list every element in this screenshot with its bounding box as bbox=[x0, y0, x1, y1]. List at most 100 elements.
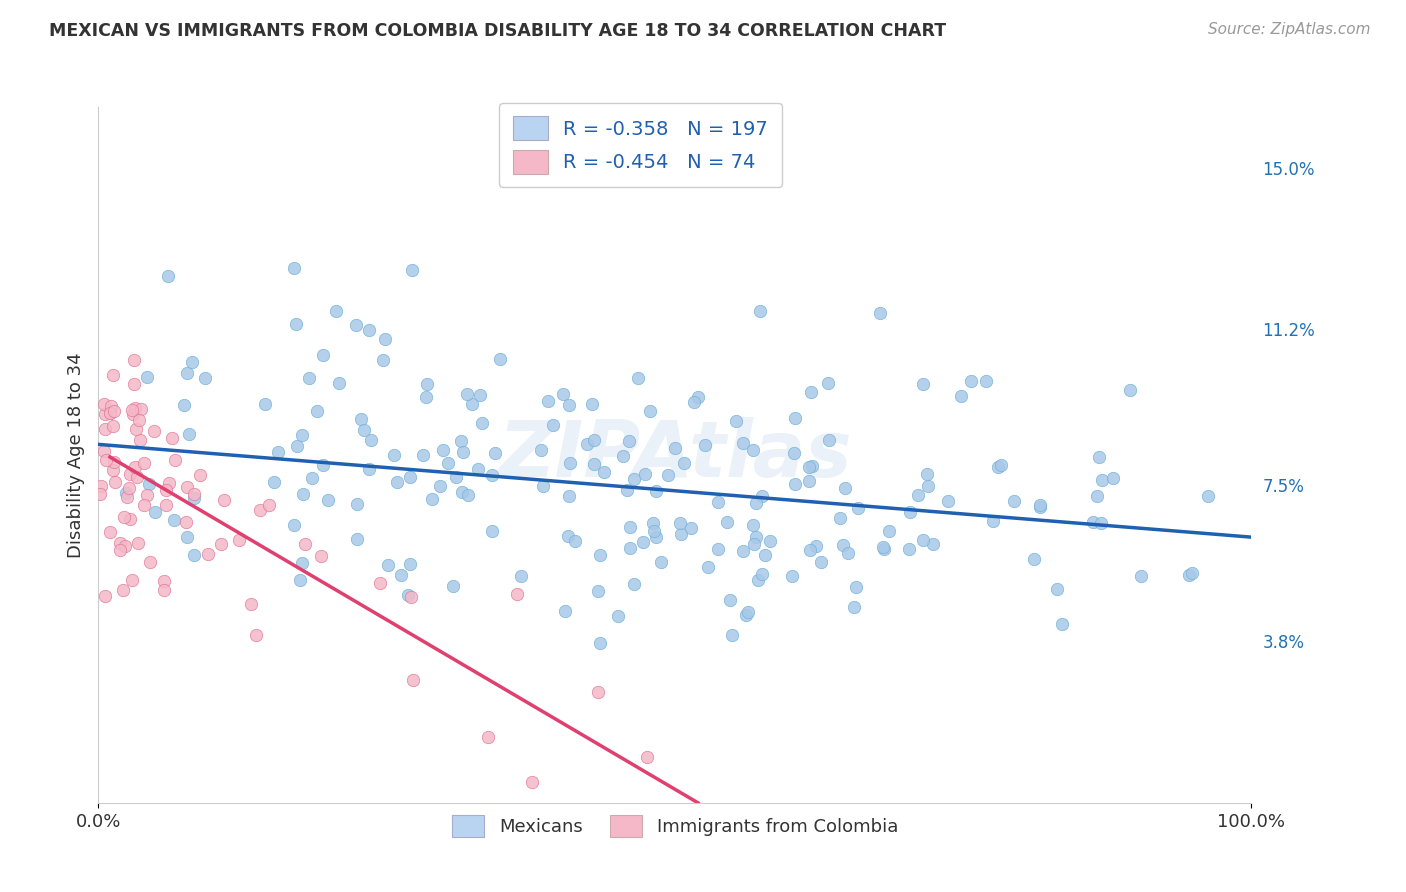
Point bbox=[557, 528, 579, 542]
Point bbox=[627, 370, 650, 384]
Point bbox=[298, 370, 321, 384]
Point bbox=[783, 411, 806, 425]
Point bbox=[134, 498, 156, 512]
Point bbox=[429, 479, 451, 493]
Point bbox=[176, 366, 198, 380]
Point bbox=[869, 306, 891, 320]
Point bbox=[586, 685, 609, 699]
Point bbox=[558, 490, 581, 504]
Point bbox=[94, 589, 117, 603]
Point bbox=[136, 370, 159, 384]
Point bbox=[742, 517, 765, 532]
Point bbox=[735, 607, 758, 622]
Point bbox=[638, 403, 661, 417]
Point bbox=[872, 540, 894, 554]
Point bbox=[301, 471, 323, 485]
Point bbox=[804, 539, 827, 553]
Text: 3.8%: 3.8% bbox=[1263, 633, 1305, 651]
Point bbox=[950, 389, 973, 403]
Point bbox=[582, 457, 605, 471]
Point bbox=[346, 533, 368, 547]
Point bbox=[936, 494, 959, 508]
Text: MEXICAN VS IMMIGRANTS FROM COLOMBIA DISABILITY AGE 18 TO 34 CORRELATION CHART: MEXICAN VS IMMIGRANTS FROM COLOMBIA DISA… bbox=[49, 22, 946, 40]
Point bbox=[121, 403, 143, 417]
Point bbox=[558, 456, 581, 470]
Point bbox=[641, 516, 664, 530]
Point bbox=[163, 453, 186, 467]
Point bbox=[643, 524, 665, 538]
Point bbox=[309, 549, 332, 563]
Point bbox=[94, 407, 117, 421]
Point bbox=[686, 390, 709, 404]
Point bbox=[619, 520, 641, 534]
Point bbox=[471, 417, 494, 431]
Point bbox=[741, 442, 763, 457]
Point bbox=[312, 348, 335, 362]
Point bbox=[124, 459, 146, 474]
Point bbox=[125, 422, 148, 436]
Point bbox=[368, 575, 391, 590]
Point bbox=[751, 489, 773, 503]
Point bbox=[346, 318, 368, 332]
Point bbox=[696, 560, 718, 574]
Point bbox=[631, 534, 654, 549]
Point bbox=[284, 317, 307, 331]
Text: ZIPAtlas: ZIPAtlas bbox=[498, 417, 852, 493]
Point bbox=[551, 386, 574, 401]
Point bbox=[101, 418, 124, 433]
Point bbox=[132, 456, 155, 470]
Point bbox=[114, 486, 136, 500]
Point bbox=[1050, 617, 1073, 632]
Point bbox=[617, 434, 640, 448]
Point bbox=[157, 475, 180, 490]
Point bbox=[399, 558, 422, 572]
Point bbox=[90, 479, 112, 493]
Text: Source: ZipAtlas.com: Source: ZipAtlas.com bbox=[1208, 22, 1371, 37]
Point bbox=[290, 556, 312, 570]
Point bbox=[619, 541, 641, 555]
Point bbox=[94, 453, 117, 467]
Point bbox=[669, 527, 692, 541]
Point bbox=[112, 582, 135, 597]
Point bbox=[477, 730, 499, 744]
Legend: Mexicans, Immigrants from Colombia: Mexicans, Immigrants from Colombia bbox=[443, 805, 907, 846]
Point bbox=[754, 549, 776, 563]
Point bbox=[510, 568, 533, 582]
Point bbox=[412, 448, 434, 462]
Point bbox=[122, 353, 145, 368]
Point bbox=[612, 449, 634, 463]
Point bbox=[707, 494, 730, 508]
Point bbox=[650, 555, 672, 569]
Point bbox=[837, 546, 859, 560]
Point bbox=[1085, 489, 1108, 503]
Point bbox=[810, 555, 832, 569]
Point bbox=[181, 354, 204, 368]
Point bbox=[484, 446, 506, 460]
Point bbox=[693, 438, 716, 452]
Point bbox=[288, 573, 311, 587]
Point bbox=[155, 483, 177, 497]
Point bbox=[121, 573, 143, 587]
Point bbox=[744, 537, 766, 551]
Point bbox=[987, 459, 1010, 474]
Point bbox=[389, 568, 412, 582]
Point bbox=[399, 591, 422, 605]
Point bbox=[346, 497, 368, 511]
Point bbox=[457, 488, 479, 502]
Point bbox=[283, 518, 305, 533]
Point bbox=[912, 533, 935, 548]
Point bbox=[443, 579, 465, 593]
Point bbox=[990, 458, 1012, 473]
Point bbox=[157, 268, 180, 283]
Point bbox=[212, 492, 235, 507]
Point bbox=[575, 437, 598, 451]
Point bbox=[398, 469, 420, 483]
Point bbox=[291, 428, 314, 442]
Point bbox=[456, 387, 478, 401]
Point bbox=[174, 516, 197, 530]
Point bbox=[974, 375, 997, 389]
Point bbox=[564, 534, 586, 549]
Point bbox=[138, 476, 160, 491]
Point bbox=[451, 445, 474, 459]
Point bbox=[402, 673, 425, 687]
